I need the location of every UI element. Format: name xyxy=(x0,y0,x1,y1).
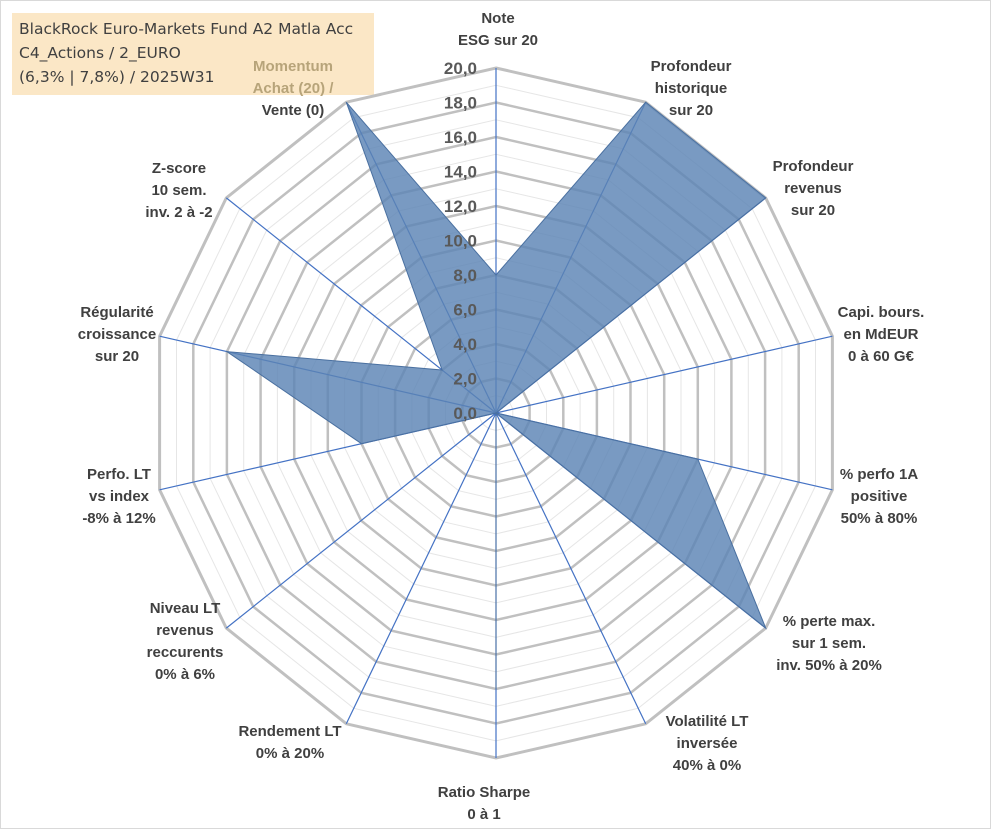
r-tick-label: 2,0 xyxy=(453,370,477,389)
axis-spoke xyxy=(495,335,833,414)
axis-label-line: 40% à 0% xyxy=(673,757,741,774)
axis-label-line: Rendement LT xyxy=(238,723,341,740)
chart-title-box: BlackRock Euro-Markets Fund A2 Matla Acc… xyxy=(12,13,374,95)
axis-label-line: % perte max. xyxy=(783,613,876,630)
r-tick-label: 14,0 xyxy=(444,163,477,182)
axis-label-line: Note xyxy=(481,10,514,27)
axis-label-line: sur 1 sem. xyxy=(792,635,866,652)
axis-label-line: en MdEUR xyxy=(844,326,919,343)
axis-label-line: ESG sur 20 xyxy=(458,32,538,49)
axis-label-line: Volatilité LT xyxy=(666,713,749,730)
axis-label-line: Ratio Sharpe xyxy=(438,784,531,801)
axis-label: Niveau LT revenus reccurents 0% à 6% xyxy=(147,600,224,683)
r-tick-label: 4,0 xyxy=(453,335,477,354)
data-series-area xyxy=(225,101,767,689)
axis-label-line: 50% à 80% xyxy=(841,510,918,527)
axis-spoke xyxy=(345,412,497,725)
axis-label: Momentum Achat (20) / Vente (0) xyxy=(253,58,335,119)
axis-label-line: 0% à 20% xyxy=(256,745,324,762)
chart-title-line-2: C4_Actions / 2_EURO xyxy=(19,44,181,62)
axis-label-line: vs index xyxy=(89,488,150,505)
axis-label-line: Momentum xyxy=(253,58,333,75)
r-tick-label: 16,0 xyxy=(444,128,477,147)
axis-label-line: Achat (20) / xyxy=(253,80,335,97)
chart-title-line-3: (6,3% | 7,8%) / 2025W31 xyxy=(19,68,215,86)
axis-label-line: revenus xyxy=(784,180,842,197)
axis-spoke xyxy=(495,412,647,725)
axis-label: % perte max. sur 1 sem. inv. 50% à 20% xyxy=(776,613,882,674)
axis-label: Capi. bours. en MdEUR 0 à 60 G€ xyxy=(838,304,925,365)
axis-label-line: 0% à 6% xyxy=(155,666,215,683)
chart-title-line-1: BlackRock Euro-Markets Fund A2 Matla Acc xyxy=(19,20,354,38)
axis-label-line: Régularité xyxy=(80,304,153,321)
axis-label-line: Profondeur xyxy=(651,58,732,75)
axis-label: % perfo 1A positive 50% à 80% xyxy=(840,466,919,527)
axis-label-line: reccurents xyxy=(147,644,224,661)
axis-label-line: Z-score xyxy=(152,160,206,177)
axis-label-line: inv. 2 à -2 xyxy=(145,204,212,221)
r-tick-label: 6,0 xyxy=(453,301,477,320)
axis-label-line: Vente (0) xyxy=(262,102,325,119)
axis-label: Volatilité LT inversée 40% à 0% xyxy=(666,713,749,774)
axis-label-line: Capi. bours. xyxy=(838,304,925,321)
r-tick-label: 0,0 xyxy=(453,404,477,423)
r-tick-label: 12,0 xyxy=(444,197,477,216)
r-tick-label: 10,0 xyxy=(444,232,477,251)
axis-label-line: % perfo 1A xyxy=(840,466,919,483)
r-tick-label: 20,0 xyxy=(444,59,477,78)
axis-label-line: sur 20 xyxy=(791,202,835,219)
axis-label: Régularité croissance sur 20 xyxy=(78,304,156,365)
axis-label-line: inv. 50% à 20% xyxy=(776,657,882,674)
axis-label-line: sur 20 xyxy=(95,348,139,365)
axis-label: Note ESG sur 20 xyxy=(458,10,538,49)
axis-label: Perfo. LT vs index -8% à 12% xyxy=(82,466,155,527)
axis-label-line: Profondeur xyxy=(773,158,854,175)
axis-label-line: sur 20 xyxy=(669,102,713,119)
axis-label: Z-score 10 sem. inv. 2 à -2 xyxy=(145,160,212,221)
r-tick-label: 8,0 xyxy=(453,266,477,285)
r-tick-label: 18,0 xyxy=(444,94,477,113)
axis-label: Ratio Sharpe 0 à 1 xyxy=(438,784,531,823)
axis-label-line: positive xyxy=(851,488,908,505)
axis-label-line: croissance xyxy=(78,326,156,343)
axis-label-line: 0 à 1 xyxy=(467,806,500,823)
axis-label-line: Niveau LT xyxy=(150,600,221,617)
axis-label: Profondeur historique sur 20 xyxy=(651,58,732,119)
axis-label-line: -8% à 12% xyxy=(82,510,155,527)
axis-label-line: inversée xyxy=(677,735,738,752)
axis-label: Profondeur revenus sur 20 xyxy=(773,158,854,219)
axis-label-line: 0 à 60 G€ xyxy=(848,348,915,365)
axis-label-line: historique xyxy=(655,80,728,97)
axis-label-line: 10 sem. xyxy=(151,182,206,199)
axis-label-line: Perfo. LT xyxy=(87,466,151,483)
axis-label: Rendement LT 0% à 20% xyxy=(238,723,341,762)
axis-label-line: revenus xyxy=(156,622,214,639)
axis-spoke xyxy=(225,412,497,629)
